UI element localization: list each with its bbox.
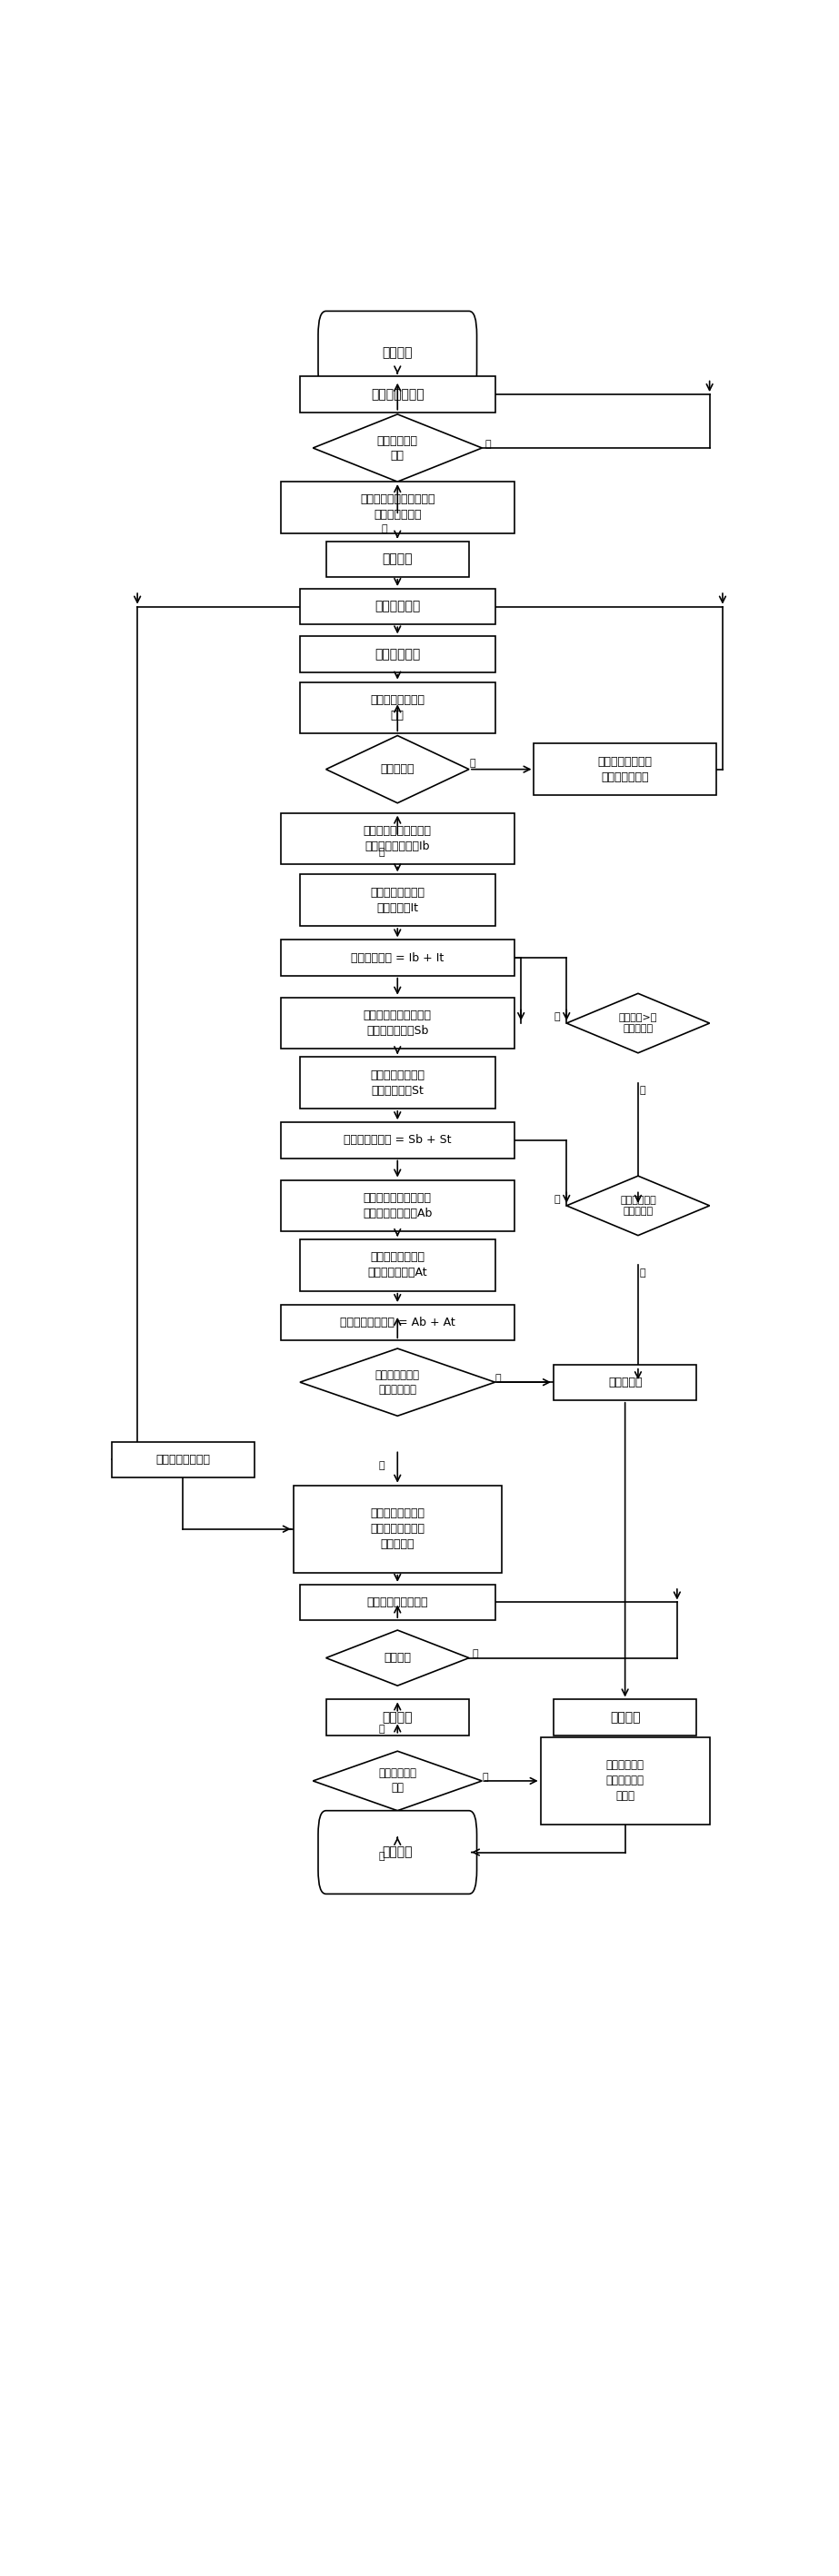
Text: 系统停机: 系统停机	[383, 1847, 413, 1860]
Text: 否: 否	[472, 1649, 478, 1659]
Text: 否: 否	[639, 1267, 645, 1278]
Text: 启动电机: 启动电机	[383, 554, 413, 564]
Text: 根据门位置和运动曲线
确定门速度基值Sb: 根据门位置和运动曲线 确定门速度基值Sb	[363, 1010, 431, 1036]
FancyBboxPatch shape	[112, 1443, 254, 1479]
Text: 是: 是	[378, 1726, 384, 1734]
Text: 是: 是	[382, 526, 388, 533]
Text: 是: 是	[554, 1195, 560, 1203]
Text: 电流防夹阈值 = Ib + It: 电流防夹阈值 = Ib + It	[351, 951, 444, 963]
Text: 根据门位置和运动
曲线确定下一步电
机工作参数: 根据门位置和运动 曲线确定下一步电 机工作参数	[370, 1507, 425, 1551]
Text: 检测开关门信号: 检测开关门信号	[371, 389, 425, 402]
Polygon shape	[566, 1175, 710, 1236]
Text: 否: 否	[378, 848, 384, 858]
Text: 根据温度确定门加
速度防夹修正值At: 根据温度确定门加 速度防夹修正值At	[367, 1252, 427, 1278]
Text: 否: 否	[378, 1852, 384, 1860]
Text: 检测温度信息: 检测温度信息	[375, 649, 420, 659]
Text: 是否为自学习
模式: 是否为自学习 模式	[378, 1767, 417, 1793]
Text: 判定为防夹: 判定为防夹	[608, 1376, 642, 1388]
FancyBboxPatch shape	[300, 590, 495, 623]
Text: 否: 否	[485, 440, 492, 448]
FancyBboxPatch shape	[280, 940, 514, 976]
Text: 电机停机: 电机停机	[383, 1710, 413, 1723]
Text: 是: 是	[554, 1012, 560, 1023]
FancyBboxPatch shape	[554, 1700, 696, 1736]
Text: 根据门位置和运动曲线
确定门加速度基值Ab: 根据门位置和运动曲线 确定门加速度基值Ab	[362, 1193, 432, 1218]
FancyBboxPatch shape	[300, 873, 495, 925]
Text: 电机停机: 电机停机	[610, 1710, 640, 1723]
Polygon shape	[326, 1631, 469, 1685]
Text: 根据温度确定电流
防夹修正值It: 根据温度确定电流 防夹修正值It	[370, 886, 425, 914]
Polygon shape	[566, 994, 710, 1054]
Text: 否: 否	[639, 1087, 645, 1095]
FancyBboxPatch shape	[300, 683, 495, 734]
FancyBboxPatch shape	[300, 636, 495, 672]
Text: 根据温度确定门速
度防夹修正值St: 根据温度确定门速 度防夹修正值St	[370, 1069, 425, 1097]
Polygon shape	[326, 737, 469, 804]
Text: 是否有故障: 是否有故障	[380, 762, 414, 775]
FancyBboxPatch shape	[300, 1584, 495, 1620]
Text: 检测门位置、运行
速度: 检测门位置、运行 速度	[370, 693, 425, 721]
Text: 门加速度＜门加
速度防夹阈值: 门加速度＜门加 速度防夹阈值	[375, 1368, 420, 1396]
FancyBboxPatch shape	[280, 997, 514, 1048]
FancyBboxPatch shape	[280, 1306, 514, 1340]
FancyBboxPatch shape	[280, 1180, 514, 1231]
Text: 检测电机状态: 检测电机状态	[375, 600, 420, 613]
Text: 有效的开关门
信号: 有效的开关门 信号	[377, 435, 418, 461]
Text: 是: 是	[495, 1373, 501, 1383]
Text: 记录实际的运行参数: 记录实际的运行参数	[367, 1597, 428, 1607]
FancyBboxPatch shape	[318, 312, 477, 394]
FancyBboxPatch shape	[300, 1056, 495, 1108]
Text: 是: 是	[482, 1772, 488, 1783]
FancyBboxPatch shape	[326, 1700, 469, 1736]
Text: 门速度＜门速
度防夹阈值: 门速度＜门速 度防夹阈值	[620, 1195, 656, 1216]
Polygon shape	[300, 1347, 495, 1417]
Text: 读取非易失储器中的运动
曲线、防夹曲线: 读取非易失储器中的运动 曲线、防夹曲线	[360, 495, 435, 520]
FancyBboxPatch shape	[280, 1123, 514, 1159]
Text: 否: 否	[378, 1461, 384, 1471]
Text: 修正曲线并保
存至非易失存
储器中: 修正曲线并保 存至非易失存 储器中	[606, 1759, 644, 1803]
FancyBboxPatch shape	[554, 1365, 696, 1401]
Text: 门加速度防夹阈值 = Ab + At: 门加速度防夹阈值 = Ab + At	[340, 1316, 455, 1329]
FancyBboxPatch shape	[280, 482, 514, 533]
FancyBboxPatch shape	[300, 1239, 495, 1291]
FancyBboxPatch shape	[318, 1811, 477, 1893]
Text: 电机电流>电
流防夹阈值: 电机电流>电 流防夹阈值	[619, 1012, 657, 1033]
Text: 是: 是	[469, 760, 475, 768]
FancyBboxPatch shape	[300, 376, 495, 412]
Text: 将故障信息记录在
非易失存储器中: 将故障信息记录在 非易失存储器中	[597, 755, 653, 783]
Text: 根据门位置和防夹曲线
确定电流防夹基值Ib: 根据门位置和防夹曲线 确定电流防夹基值Ib	[363, 824, 431, 853]
FancyBboxPatch shape	[280, 814, 514, 866]
Text: 门已到位: 门已到位	[383, 1651, 411, 1664]
Polygon shape	[313, 415, 482, 482]
FancyBboxPatch shape	[294, 1486, 502, 1571]
Polygon shape	[313, 1752, 482, 1811]
Text: 系统启动: 系统启动	[383, 345, 413, 358]
FancyBboxPatch shape	[534, 744, 717, 796]
FancyBboxPatch shape	[540, 1736, 710, 1824]
Text: 门速度防夹阈值 = Sb + St: 门速度防夹阈值 = Sb + St	[344, 1133, 451, 1146]
FancyBboxPatch shape	[326, 541, 469, 577]
Text: 调整电机工作参数: 调整电机工作参数	[155, 1453, 211, 1466]
